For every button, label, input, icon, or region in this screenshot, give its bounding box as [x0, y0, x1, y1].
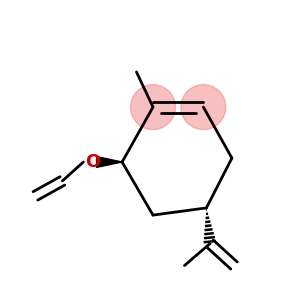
Circle shape: [130, 85, 176, 130]
Polygon shape: [97, 157, 122, 167]
Circle shape: [181, 85, 226, 130]
Text: O: O: [85, 153, 100, 171]
